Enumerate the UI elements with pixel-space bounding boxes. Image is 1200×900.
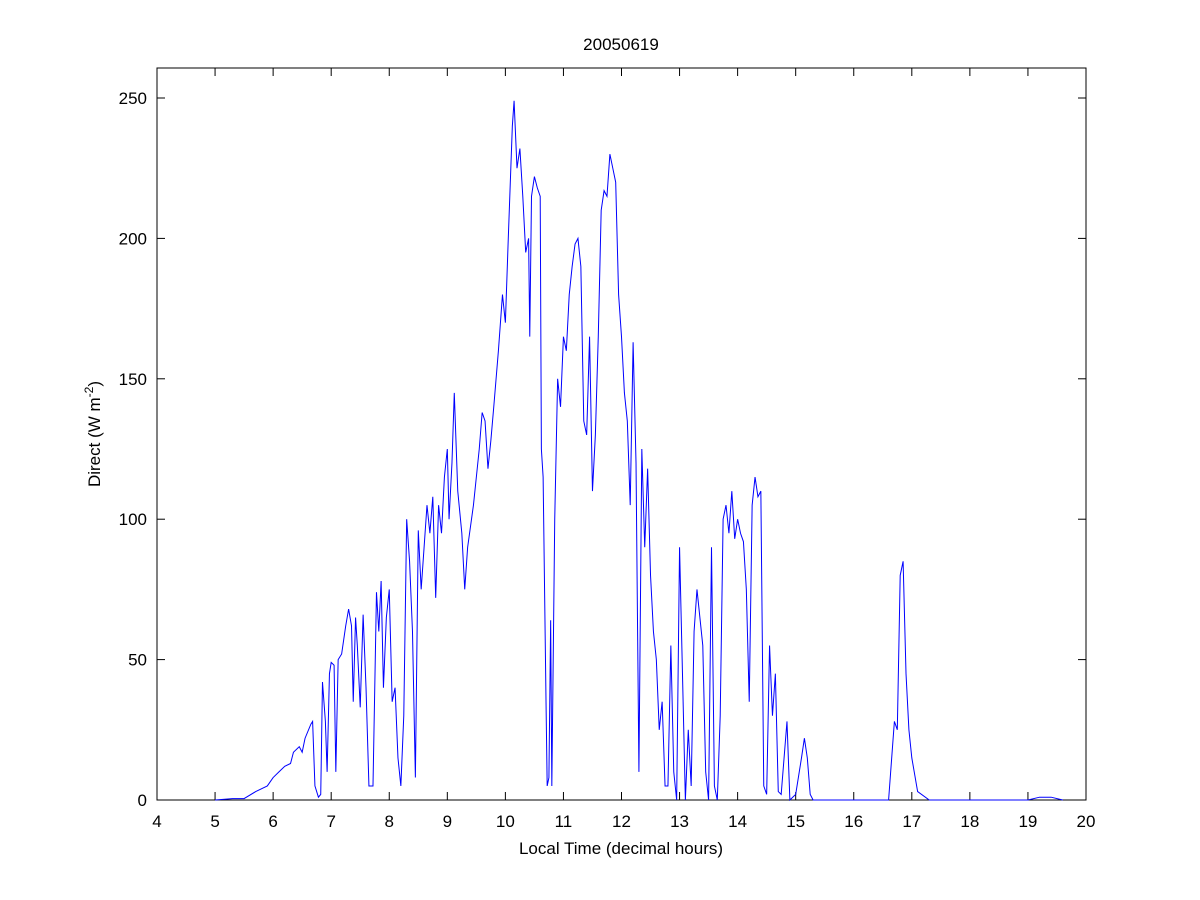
- chart-title: 20050619: [583, 35, 659, 54]
- plot-frame: [156, 67, 1087, 801]
- y-axis-label: Direct (W m-2): [82, 381, 104, 487]
- x-tick-label: 7: [326, 812, 335, 831]
- x-tick-label: 13: [670, 812, 689, 831]
- x-tick-label: 6: [268, 812, 277, 831]
- y-tick-label: 150: [119, 370, 147, 389]
- y-tick-label: 50: [128, 651, 147, 670]
- y-tick-label: 0: [138, 791, 147, 810]
- x-tick-label: 10: [496, 812, 515, 831]
- y-tick-label: 250: [119, 89, 147, 108]
- y-tick-label: 100: [119, 510, 147, 529]
- x-tick-label: 20: [1077, 812, 1096, 831]
- x-tick-label: 18: [960, 812, 979, 831]
- x-tick-label: 12: [612, 812, 631, 831]
- x-tick-label: 11: [555, 812, 573, 831]
- x-tick-label: 9: [443, 812, 452, 831]
- x-tick-label: 8: [385, 812, 394, 831]
- x-tick-label: 5: [210, 812, 219, 831]
- x-tick-label: 4: [152, 812, 161, 831]
- x-tick-label: 16: [844, 812, 863, 831]
- x-tick-label: 15: [786, 812, 805, 831]
- x-tick-label: 17: [902, 812, 921, 831]
- x-axis-label: Local Time (decimal hours): [519, 839, 723, 858]
- x-tick-label: 14: [728, 812, 747, 831]
- y-tick-label: 200: [119, 229, 147, 248]
- x-tick-label: 19: [1018, 812, 1037, 831]
- data-line: [215, 100, 1063, 802]
